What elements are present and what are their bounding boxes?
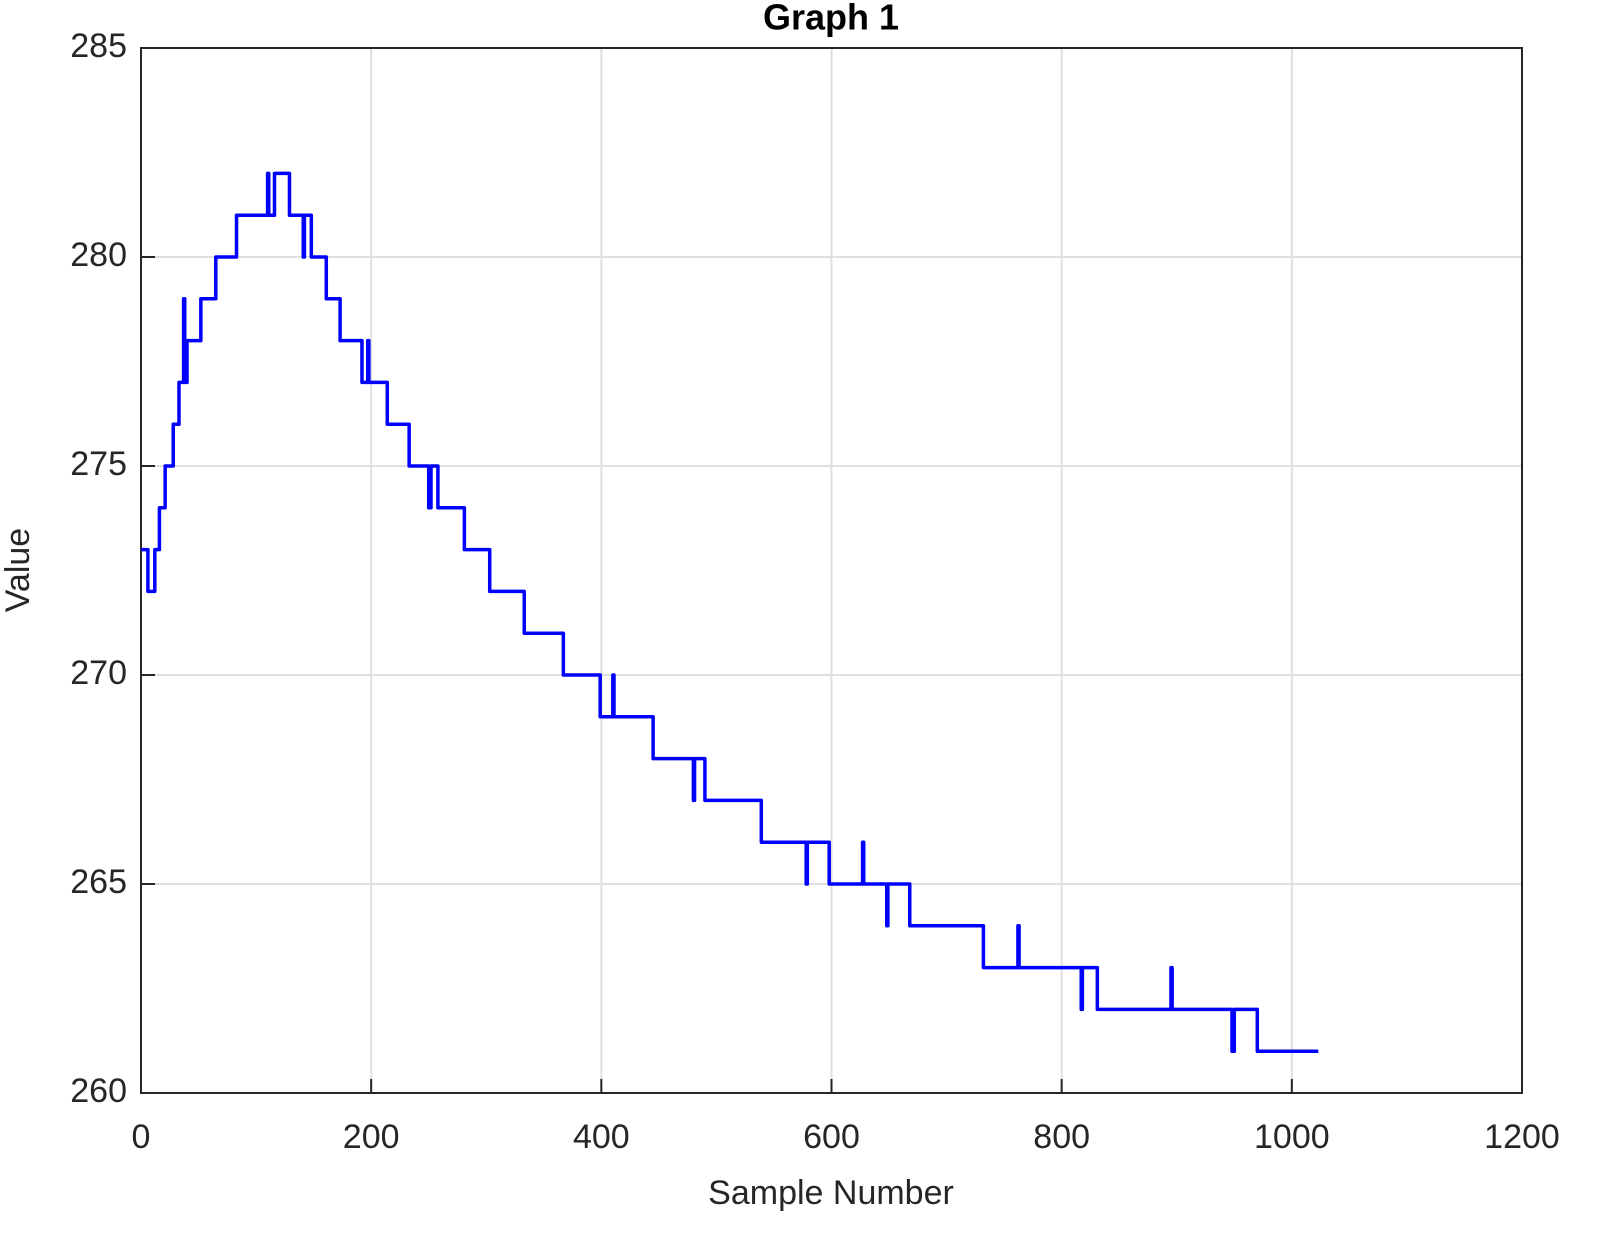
plot-box bbox=[140, 47, 1523, 1094]
x-tick-label: 200 bbox=[343, 1118, 400, 1156]
y-tick-label: 270 bbox=[70, 654, 127, 692]
x-tick-label: 400 bbox=[573, 1118, 630, 1156]
x-axis-label: Sample Number bbox=[708, 1174, 954, 1212]
chart-title: Graph 1 bbox=[763, 0, 899, 38]
x-tick-label: 1200 bbox=[1484, 1118, 1560, 1156]
y-tick-label: 280 bbox=[70, 236, 127, 274]
x-tick-label: 0 bbox=[132, 1118, 151, 1156]
y-tick-label: 260 bbox=[70, 1072, 127, 1110]
data-line bbox=[141, 171, 1319, 1053]
y-tick-label: 265 bbox=[70, 863, 127, 901]
x-tick-label: 600 bbox=[803, 1118, 860, 1156]
y-axis-label: Value bbox=[0, 528, 37, 612]
y-tick-label: 285 bbox=[70, 27, 127, 65]
x-tick-label: 800 bbox=[1033, 1118, 1090, 1156]
y-tick-label: 275 bbox=[70, 445, 127, 483]
x-tick-label: 1000 bbox=[1254, 1118, 1330, 1156]
